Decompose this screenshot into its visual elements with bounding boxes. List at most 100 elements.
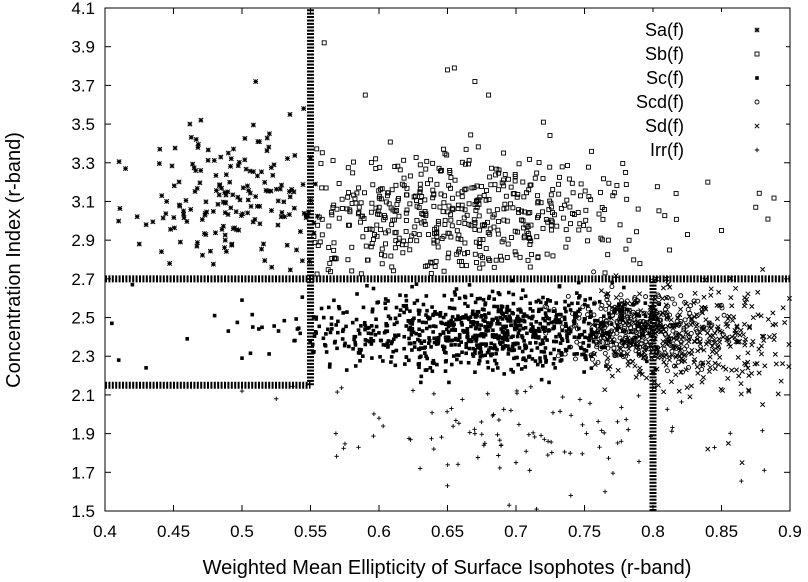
data-point	[582, 188, 588, 194]
data-point	[535, 254, 541, 260]
data-point	[352, 196, 358, 202]
data-point	[336, 319, 340, 324]
data-point	[758, 313, 764, 319]
data-point	[583, 335, 587, 340]
data-point	[450, 306, 454, 311]
data-point	[507, 290, 511, 295]
data-point	[521, 288, 525, 292]
data-point	[412, 340, 417, 345]
data-point	[636, 393, 641, 398]
data-point	[580, 352, 584, 357]
data-point	[204, 209, 210, 215]
data-point	[631, 339, 637, 345]
data-point	[522, 356, 526, 360]
data-point	[545, 439, 551, 444]
data-point	[594, 335, 598, 340]
data-point	[475, 344, 480, 348]
data-point	[501, 340, 505, 344]
data-point	[462, 251, 468, 257]
data-point	[122, 166, 129, 172]
data-point	[116, 159, 122, 165]
data-point	[407, 341, 412, 346]
data-point	[706, 320, 712, 326]
data-point	[494, 207, 500, 213]
data-point	[257, 221, 263, 227]
data-point	[345, 165, 351, 171]
data-point	[578, 345, 583, 350]
data-point	[473, 370, 477, 374]
data-point	[365, 326, 370, 331]
data-point	[516, 207, 522, 213]
data-point	[473, 312, 477, 317]
data-point	[130, 282, 135, 287]
data-point	[613, 341, 619, 347]
data-point	[382, 253, 388, 259]
data-point	[351, 159, 356, 165]
data-point	[453, 293, 458, 297]
data-point	[541, 295, 545, 300]
data-point	[735, 339, 741, 345]
data-point	[527, 236, 533, 241]
data-point	[617, 317, 623, 323]
data-point	[278, 182, 285, 188]
data-point	[250, 169, 256, 175]
data-point	[683, 367, 689, 373]
data-point	[510, 348, 515, 353]
data-point	[611, 349, 617, 355]
data-point	[516, 362, 521, 367]
data-point	[519, 217, 524, 223]
data-point	[527, 468, 532, 473]
data-point	[412, 316, 416, 321]
data-point	[515, 229, 521, 235]
data-point	[657, 317, 663, 323]
data-point	[665, 407, 670, 412]
data-point	[645, 359, 649, 364]
data-point	[514, 324, 519, 329]
data-point	[199, 252, 206, 258]
data-point	[592, 300, 598, 306]
data-point	[308, 340, 312, 344]
data-point	[516, 422, 522, 427]
data-point	[694, 322, 700, 328]
data-point	[745, 359, 751, 365]
data-point	[502, 332, 507, 337]
data-point	[388, 316, 393, 321]
data-point	[565, 293, 571, 299]
data-point	[499, 307, 503, 312]
data-point	[601, 335, 606, 341]
data-point	[395, 241, 401, 246]
data-point	[478, 344, 482, 349]
data-point	[573, 356, 578, 362]
data-point	[492, 343, 497, 347]
data-point	[660, 285, 666, 291]
data-point	[464, 342, 469, 346]
data-point	[589, 327, 594, 332]
data-point	[504, 205, 510, 211]
data-point	[643, 324, 649, 330]
data-point	[580, 304, 586, 310]
data-point	[468, 132, 474, 138]
data-point	[577, 333, 582, 337]
data-point	[421, 302, 426, 307]
data-point	[614, 307, 619, 312]
data-point	[412, 345, 417, 349]
data-point	[284, 242, 290, 248]
data-point	[674, 352, 680, 358]
data-point	[530, 430, 536, 435]
data-point	[420, 320, 425, 325]
data-point	[442, 151, 448, 157]
data-point	[477, 237, 483, 243]
data-point	[532, 330, 537, 335]
data-point	[621, 328, 627, 334]
data-point	[737, 332, 743, 338]
data-point	[525, 331, 529, 336]
data-point	[688, 383, 694, 389]
data-point	[603, 291, 609, 297]
x-tick-label: 0.7	[504, 522, 528, 541]
data-point	[475, 144, 481, 150]
data-point	[521, 194, 527, 200]
data-point	[544, 251, 550, 257]
data-point	[477, 244, 483, 249]
data-point	[203, 199, 209, 205]
data-point	[452, 306, 457, 311]
